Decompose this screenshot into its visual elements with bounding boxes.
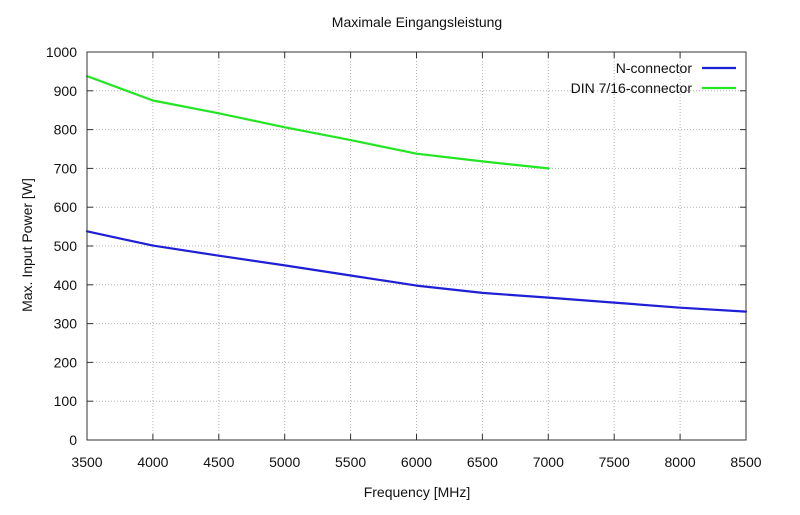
axis-ticks: 3500 4000 4500 5000 5500 6000 6500 7000 7500 8000… (46, 44, 762, 470)
y-tick-label: 400 (54, 277, 78, 293)
series-line-n-connector (85, 230, 748, 313)
y-axis-title: Max. Input Power [W] (19, 178, 35, 312)
y-tick-label: 0 (69, 432, 77, 448)
x-axis-title: Frequency [MHz] (364, 484, 471, 500)
x-tick-label: 4000 (137, 454, 168, 470)
y-tick-label: 1000 (46, 44, 77, 60)
x-tick-label: 5500 (335, 454, 366, 470)
x-tick-label: 5000 (269, 454, 300, 470)
x-tick-label: 4500 (203, 454, 234, 470)
x-tick-label: 3500 (71, 454, 102, 470)
x-tick-label: 7500 (599, 454, 630, 470)
y-tick-label: 900 (54, 83, 78, 99)
x-tick-label: 8500 (730, 454, 761, 470)
plot-frame (86, 51, 747, 441)
series-line-din-7-16-connector (85, 74, 550, 170)
legend: N-connector DIN 7/16-connector (571, 60, 736, 96)
data-series (85, 74, 748, 313)
x-tick-label: 8000 (665, 454, 696, 470)
y-tick-label: 700 (54, 160, 78, 176)
y-tick-label: 200 (54, 354, 78, 370)
x-tick-label: 7000 (533, 454, 564, 470)
y-tick-label: 500 (54, 238, 78, 254)
gridlines (86, 51, 747, 441)
chart-title: Maximale Eingangsleistung (332, 14, 502, 30)
y-tick-label: 100 (54, 393, 78, 409)
x-tick-label: 6000 (401, 454, 432, 470)
x-tick-label: 6500 (467, 454, 498, 470)
y-tick-label: 300 (54, 316, 78, 332)
y-tick-label: 800 (54, 122, 78, 138)
y-tick-label: 600 (54, 199, 78, 215)
legend-label: DIN 7/16-connector (571, 80, 693, 96)
legend-label: N-connector (616, 60, 693, 76)
